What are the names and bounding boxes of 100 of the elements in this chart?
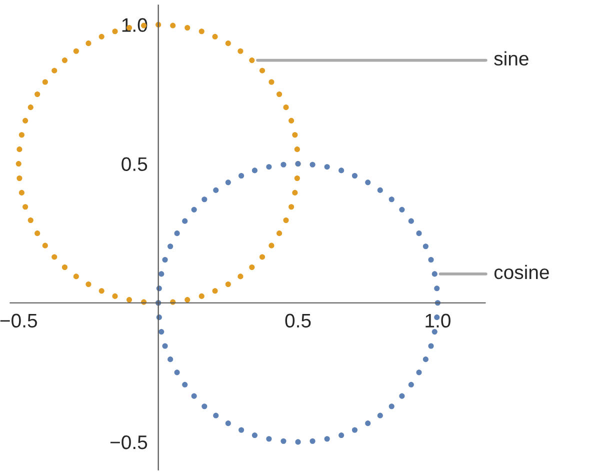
point	[225, 281, 231, 288]
point	[352, 172, 358, 179]
point	[432, 329, 438, 335]
point	[52, 254, 58, 260]
point	[73, 274, 79, 280]
point	[377, 187, 383, 193]
point	[162, 343, 168, 349]
point	[28, 217, 34, 224]
point	[225, 40, 231, 46]
point	[422, 356, 428, 362]
point	[22, 204, 28, 210]
point	[174, 370, 180, 376]
point	[276, 91, 282, 98]
point	[280, 438, 286, 444]
point	[288, 204, 294, 210]
point	[432, 271, 438, 277]
point	[259, 68, 266, 74]
point	[202, 404, 208, 410]
point	[213, 187, 219, 193]
point	[422, 244, 428, 250]
point	[22, 118, 28, 124]
point	[283, 104, 289, 110]
point	[238, 274, 244, 280]
point	[18, 132, 24, 138]
point	[202, 196, 208, 202]
point	[249, 58, 255, 64]
x-tick-label: 0.5	[285, 314, 311, 328]
point	[168, 356, 174, 362]
point	[416, 230, 422, 236]
point	[276, 230, 282, 236]
point	[62, 58, 68, 64]
point	[73, 48, 79, 54]
point	[42, 242, 48, 248]
y-tick-label: 1.0	[122, 18, 148, 32]
point	[408, 218, 414, 224]
point	[280, 162, 286, 168]
x-tick-label: −0.5	[0, 314, 37, 328]
point	[238, 427, 244, 433]
point	[16, 175, 22, 182]
point	[310, 438, 316, 444]
point	[388, 404, 394, 410]
point	[182, 218, 188, 224]
point	[292, 190, 298, 196]
point	[162, 256, 168, 263]
point	[191, 393, 197, 399]
point	[168, 244, 174, 250]
point	[34, 230, 40, 236]
point	[52, 68, 58, 74]
point	[352, 427, 358, 433]
point	[428, 343, 434, 349]
point	[184, 297, 190, 303]
y-tick-label: −0.5	[110, 435, 148, 450]
point	[225, 180, 231, 186]
point	[268, 79, 274, 85]
y-tick-label: 0.5	[122, 157, 148, 172]
point	[324, 436, 330, 442]
point	[399, 393, 405, 399]
point	[408, 382, 414, 388]
point	[268, 242, 274, 248]
point	[191, 206, 197, 212]
point	[283, 217, 289, 224]
point	[86, 281, 92, 288]
point	[266, 164, 272, 170]
point	[182, 382, 188, 388]
point	[324, 164, 330, 170]
point	[399, 206, 405, 212]
point	[212, 288, 218, 294]
point	[259, 254, 266, 260]
point	[198, 28, 204, 34]
point	[310, 162, 316, 168]
point	[34, 91, 40, 98]
point	[98, 288, 104, 294]
point	[294, 175, 300, 182]
point	[338, 168, 344, 174]
point	[377, 412, 383, 418]
point	[365, 420, 371, 426]
point	[170, 22, 176, 28]
point	[252, 432, 258, 438]
point	[198, 293, 204, 299]
point	[292, 132, 298, 138]
point	[158, 329, 164, 335]
point	[434, 286, 440, 292]
point	[428, 256, 434, 263]
point	[238, 172, 244, 179]
point	[98, 34, 104, 40]
point	[158, 271, 164, 277]
point	[42, 79, 48, 85]
point	[126, 297, 132, 303]
point	[225, 420, 231, 426]
point	[112, 293, 118, 299]
point	[388, 196, 394, 202]
point	[212, 34, 218, 40]
point	[213, 412, 219, 418]
point	[365, 180, 371, 186]
point	[249, 264, 255, 270]
x-tick-label: 1.0	[426, 314, 450, 328]
point	[416, 370, 422, 376]
point	[86, 40, 92, 46]
text: cosine	[494, 264, 549, 280]
point	[18, 190, 24, 196]
